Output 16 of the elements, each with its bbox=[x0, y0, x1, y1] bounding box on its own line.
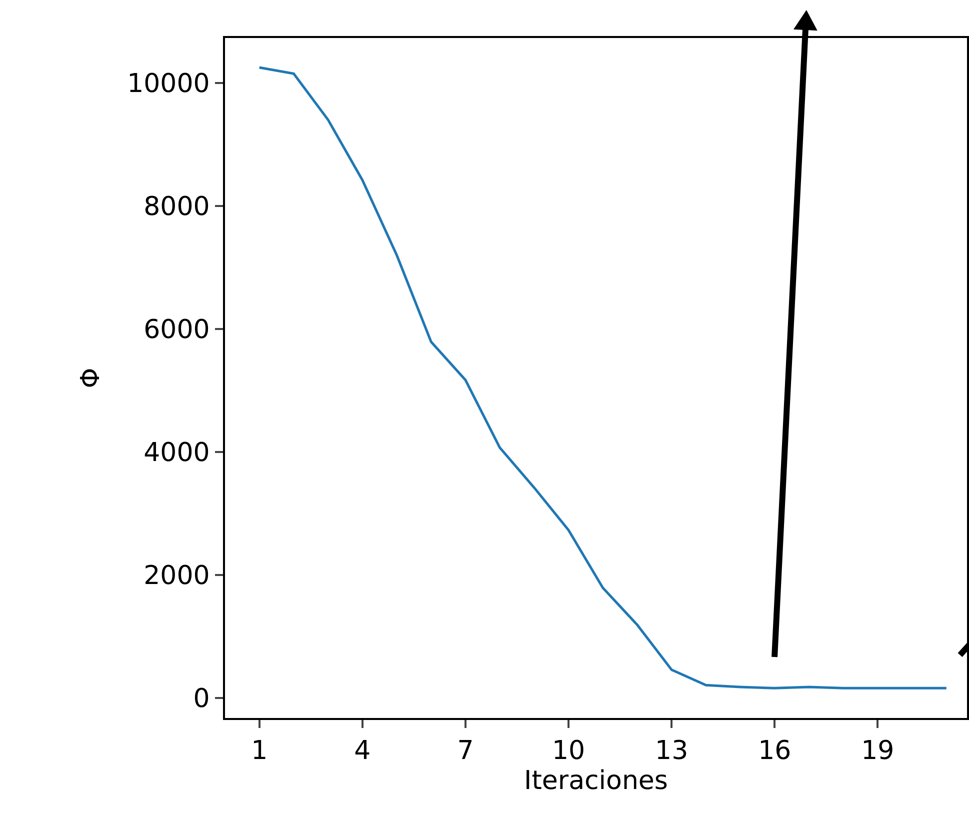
y-tick-label: 0 bbox=[193, 684, 210, 714]
x-axis-title: Iteraciones bbox=[524, 766, 668, 796]
y-tick-label: 2000 bbox=[144, 561, 210, 592]
x-tick-label: 7 bbox=[457, 736, 474, 766]
x-tick-label: 1 bbox=[251, 736, 268, 766]
x-tick-label: 13 bbox=[655, 736, 688, 766]
x-tick-label: 4 bbox=[354, 736, 371, 766]
x-tick-label: 16 bbox=[758, 736, 792, 766]
y-axis-title: Φ bbox=[76, 368, 106, 388]
line-series bbox=[258, 66, 948, 690]
y-tick-label: 6000 bbox=[144, 315, 210, 346]
x-tick-label: 19 bbox=[861, 736, 894, 766]
y-tick-label: 4000 bbox=[144, 438, 210, 468]
y-tick-label: 10000 bbox=[127, 69, 210, 99]
x-tick-label: 10 bbox=[552, 736, 586, 766]
y-tick-label: 8000 bbox=[144, 192, 210, 222]
